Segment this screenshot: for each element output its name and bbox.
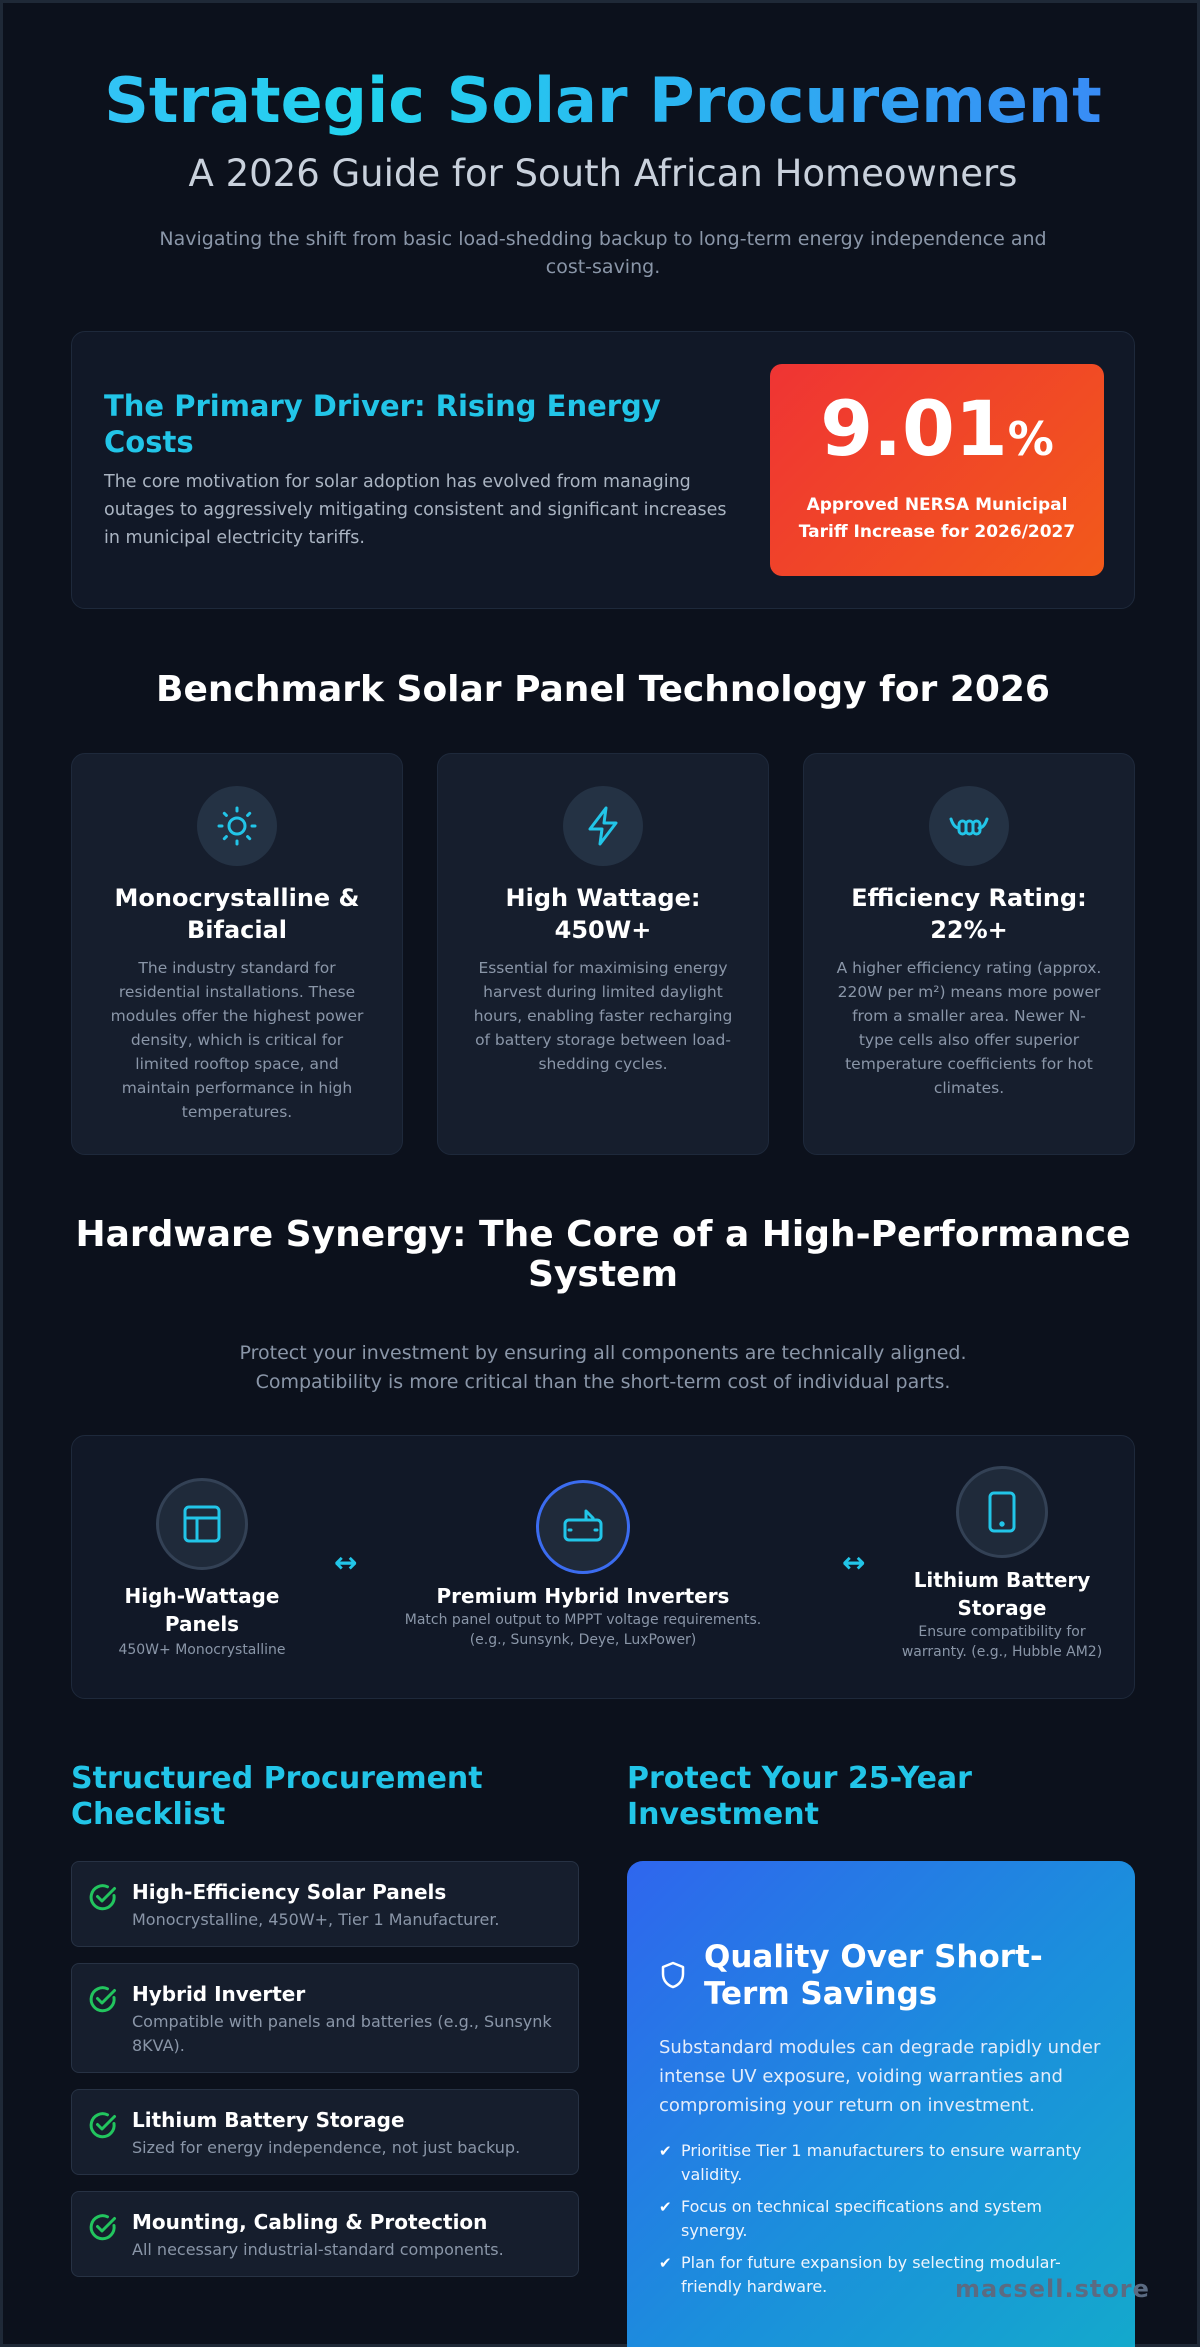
tariff-stat-box: 9.01% Approved NERSA Municipal Tariff In… <box>770 364 1104 576</box>
synergy-node-inverter: Premium Hybrid Inverters Match panel out… <box>388 1480 778 1650</box>
tech-card-title: Efficiency Rating: 22%+ <box>851 884 1087 944</box>
checklist-item: High-Efficiency Solar Panels Monocrystal… <box>71 1861 579 1947</box>
sync-arrow-icon: ↔ <box>842 1546 866 1579</box>
tech-card-body: The industry standard for residential in… <box>110 959 364 1121</box>
protect-title: Protect Your 25-Year Investment <box>627 1761 972 1832</box>
tech-card-monocrystalline: Monocrystalline & Bifacial The industry … <box>71 753 403 1155</box>
coil-icon <box>929 786 1009 866</box>
checklist-title: Structured Procurement Checklist <box>71 1761 483 1832</box>
synergy-node-title: High-Wattage Panels <box>124 1584 280 1636</box>
list-item: ✔ Prioritise Tier 1 manufacturers to ensu… <box>659 2141 1082 2184</box>
synergy-node-battery: Lithium Battery Storage Ensure compatibi… <box>892 1466 1112 1662</box>
driver-card: The Primary Driver: Rising Energy Costs … <box>71 331 1135 609</box>
checkmark-icon: ✔ <box>659 2142 672 2160</box>
synergy-subtitle: Protect your investment by ensuring all … <box>239 1342 967 1393</box>
driver-body: The core motivation for solar adoption h… <box>104 472 727 548</box>
tech-card-efficiency: Efficiency Rating: 22%+ A higher efficie… <box>803 753 1135 1155</box>
page-subtitle: A 2026 Guide for South African Homeowner… <box>188 152 1018 195</box>
sync-arrow-icon: ↔ <box>334 1546 358 1579</box>
checklist-item-title: Hybrid Inverter <box>132 1982 306 2006</box>
check-circle-icon <box>88 2110 118 2144</box>
inverter-icon <box>536 1480 630 1574</box>
tariff-stat-value: 9.01% <box>820 384 1054 473</box>
checkmark-icon: ✔ <box>659 2198 672 2216</box>
synergy-node-sub: Ensure compatibility for warranty. (e.g.… <box>901 1624 1103 1660</box>
lightning-icon <box>563 786 643 866</box>
sun-icon <box>197 786 277 866</box>
page-title: Strategic Solar Procurement <box>3 61 1200 141</box>
list-item: ✔ Plan for future expansion by selecting … <box>659 2253 1061 2296</box>
checklist-item-desc: Compatible with panels and batteries (e.… <box>132 2012 552 2055</box>
panel-icon <box>156 1478 248 1570</box>
checkmark-icon: ✔ <box>659 2254 672 2272</box>
checklist-item: Mounting, Cabling & Protection All neces… <box>71 2191 579 2277</box>
tech-card-body: Essential for maximising energy harvest … <box>473 959 733 1073</box>
checklist-item: Lithium Battery Storage Sized for energy… <box>71 2089 579 2175</box>
synergy-node-title: Lithium Battery Storage <box>913 1568 1091 1620</box>
protect-card-title: Quality Over Short-Term Savings <box>704 1939 1043 2012</box>
tech-card-body: A higher efficiency rating (approx. 220W… <box>836 959 1102 1097</box>
checklist-item: Hybrid Inverter Compatible with panels a… <box>71 1963 579 2073</box>
battery-icon <box>956 1466 1048 1558</box>
protect-card: Quality Over Short-Term Savings Substand… <box>627 1861 1135 2347</box>
watermark: macsell.store <box>955 2275 1150 2303</box>
check-circle-icon <box>88 1984 118 2018</box>
synergy-node-sub: 450W+ Monocrystalline <box>118 1642 286 1658</box>
tech-card-title: Monocrystalline & Bifacial <box>114 884 360 944</box>
list-item: ✔ Focus on technical specifications and s… <box>659 2197 1042 2240</box>
synergy-title: Hardware Synergy: The Core of a High-Per… <box>75 1214 1131 1295</box>
check-circle-icon <box>88 2212 118 2246</box>
shield-icon <box>661 1961 685 1993</box>
tariff-stat-label: Approved NERSA Municipal Tariff Increase… <box>798 495 1076 542</box>
tech-card-wattage: High Wattage: 450W+ Essential for maximi… <box>437 753 769 1155</box>
protect-bullet-list: ✔ Prioritise Tier 1 manufacturers to ensu… <box>659 2139 1099 2307</box>
protect-card-body: Substandard modules can degrade rapidly … <box>659 2037 1101 2116</box>
synergy-node-sub: Match panel output to MPPT voltage requi… <box>404 1612 762 1648</box>
checklist-item-desc: Monocrystalline, 450W+, Tier 1 Manufactu… <box>132 1910 500 1929</box>
driver-heading: The Primary Driver: Rising Energy Costs <box>104 389 661 459</box>
hero-section: Strategic Solar Procurement A 2026 Guide… <box>3 61 1200 281</box>
checklist-item-title: Lithium Battery Storage <box>132 2108 405 2132</box>
checklist-item-desc: Sized for energy independence, not just … <box>132 2138 521 2157</box>
checklist-item-title: Mounting, Cabling & Protection <box>132 2210 488 2234</box>
check-circle-icon <box>88 1882 118 1916</box>
checklist-item-desc: All necessary industrial-standard compon… <box>132 2240 504 2259</box>
tech-card-title: High Wattage: 450W+ <box>505 884 701 944</box>
intro-text: Navigating the shift from basic load-she… <box>159 228 1047 278</box>
synergy-panel: High-Wattage Panels 450W+ Monocrystallin… <box>71 1435 1135 1699</box>
benchmark-title: Benchmark Solar Panel Technology for 202… <box>156 669 1050 710</box>
checklist-item-title: High-Efficiency Solar Panels <box>132 1880 447 1904</box>
synergy-node-title: Premium Hybrid Inverters <box>436 1584 730 1608</box>
synergy-node-panels: High-Wattage Panels 450W+ Monocrystallin… <box>102 1478 302 1660</box>
